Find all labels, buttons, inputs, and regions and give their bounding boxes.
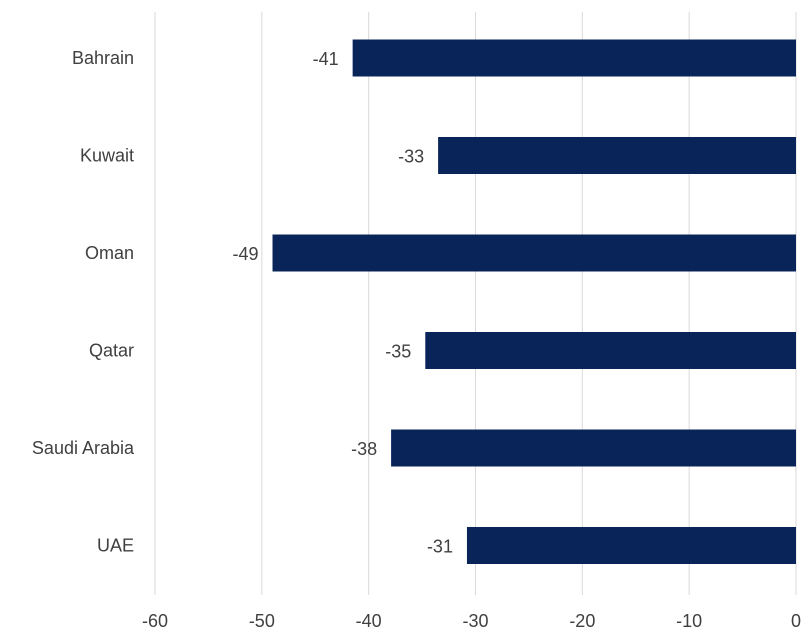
x-tick-label: -50 bbox=[249, 611, 275, 631]
category-label: Qatar bbox=[89, 341, 134, 361]
data-labels: -41 -33 -49 -35 -38 -31 bbox=[233, 49, 453, 557]
data-label: -41 bbox=[313, 49, 339, 69]
bar bbox=[466, 527, 796, 564]
category-label: UAE bbox=[97, 536, 134, 556]
data-label: -33 bbox=[398, 147, 424, 167]
x-tick-label: -10 bbox=[676, 611, 702, 631]
x-tick-label: -40 bbox=[356, 611, 382, 631]
x-tick-label: 0 bbox=[791, 611, 801, 631]
x-axis-ticks: -60 -50 -40 -30 -20 -10 0 bbox=[142, 611, 801, 631]
bars bbox=[272, 39, 796, 564]
category-labels: Bahrain Kuwait Oman Qatar Saudi Arabia UAE bbox=[32, 48, 135, 556]
x-tick-label: -20 bbox=[569, 611, 595, 631]
bar bbox=[352, 39, 796, 77]
category-label: Saudi Arabia bbox=[32, 438, 135, 458]
x-tick-label: -60 bbox=[142, 611, 168, 631]
grid-lines bbox=[154, 12, 797, 595]
data-label: -38 bbox=[351, 439, 377, 459]
category-label: Kuwait bbox=[80, 146, 134, 166]
bar bbox=[391, 429, 796, 467]
bar bbox=[272, 234, 796, 272]
data-label: -31 bbox=[427, 537, 453, 557]
bar bbox=[425, 332, 796, 369]
x-tick-label: -30 bbox=[462, 611, 488, 631]
data-label: -49 bbox=[233, 244, 259, 264]
category-label: Oman bbox=[85, 243, 134, 263]
data-label: -35 bbox=[385, 342, 411, 362]
bar bbox=[438, 137, 796, 174]
category-label: Bahrain bbox=[72, 48, 134, 68]
